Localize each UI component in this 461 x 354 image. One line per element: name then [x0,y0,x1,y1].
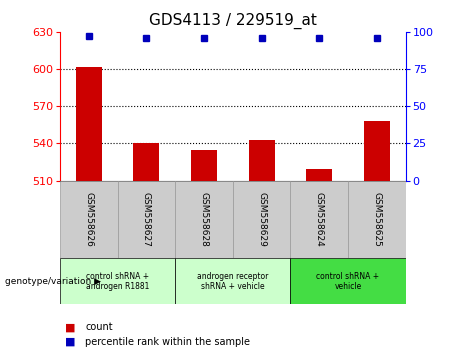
Bar [133,143,160,181]
Bar [191,149,217,181]
Text: androgen receptor
shRNA + vehicle: androgen receptor shRNA + vehicle [197,272,268,291]
Bar [118,181,175,258]
Text: GSM558628: GSM558628 [200,192,208,247]
Text: GSM558627: GSM558627 [142,192,151,247]
Title: GDS4113 / 229519_at: GDS4113 / 229519_at [149,13,317,29]
Text: GSM558629: GSM558629 [257,192,266,247]
Text: ■: ■ [65,337,75,347]
Text: percentile rank within the sample: percentile rank within the sample [85,337,250,347]
Text: GSM558625: GSM558625 [372,192,381,247]
Text: ■: ■ [65,322,75,332]
Bar [290,258,406,304]
Bar [306,169,332,181]
Bar [248,139,275,181]
Text: count: count [85,322,113,332]
Bar [175,258,290,304]
Bar [60,258,175,304]
Bar [233,181,290,258]
Bar [364,121,390,181]
Text: GSM558626: GSM558626 [84,192,93,247]
Bar [175,181,233,258]
Bar [290,181,348,258]
Text: GSM558624: GSM558624 [315,192,324,247]
Bar [348,181,406,258]
Text: control shRNA +
vehicle: control shRNA + vehicle [317,272,379,291]
Text: genotype/variation ▶: genotype/variation ▶ [5,277,100,286]
Bar [76,67,102,181]
Text: control shRNA +
androgen R1881: control shRNA + androgen R1881 [86,272,149,291]
Bar [60,181,118,258]
